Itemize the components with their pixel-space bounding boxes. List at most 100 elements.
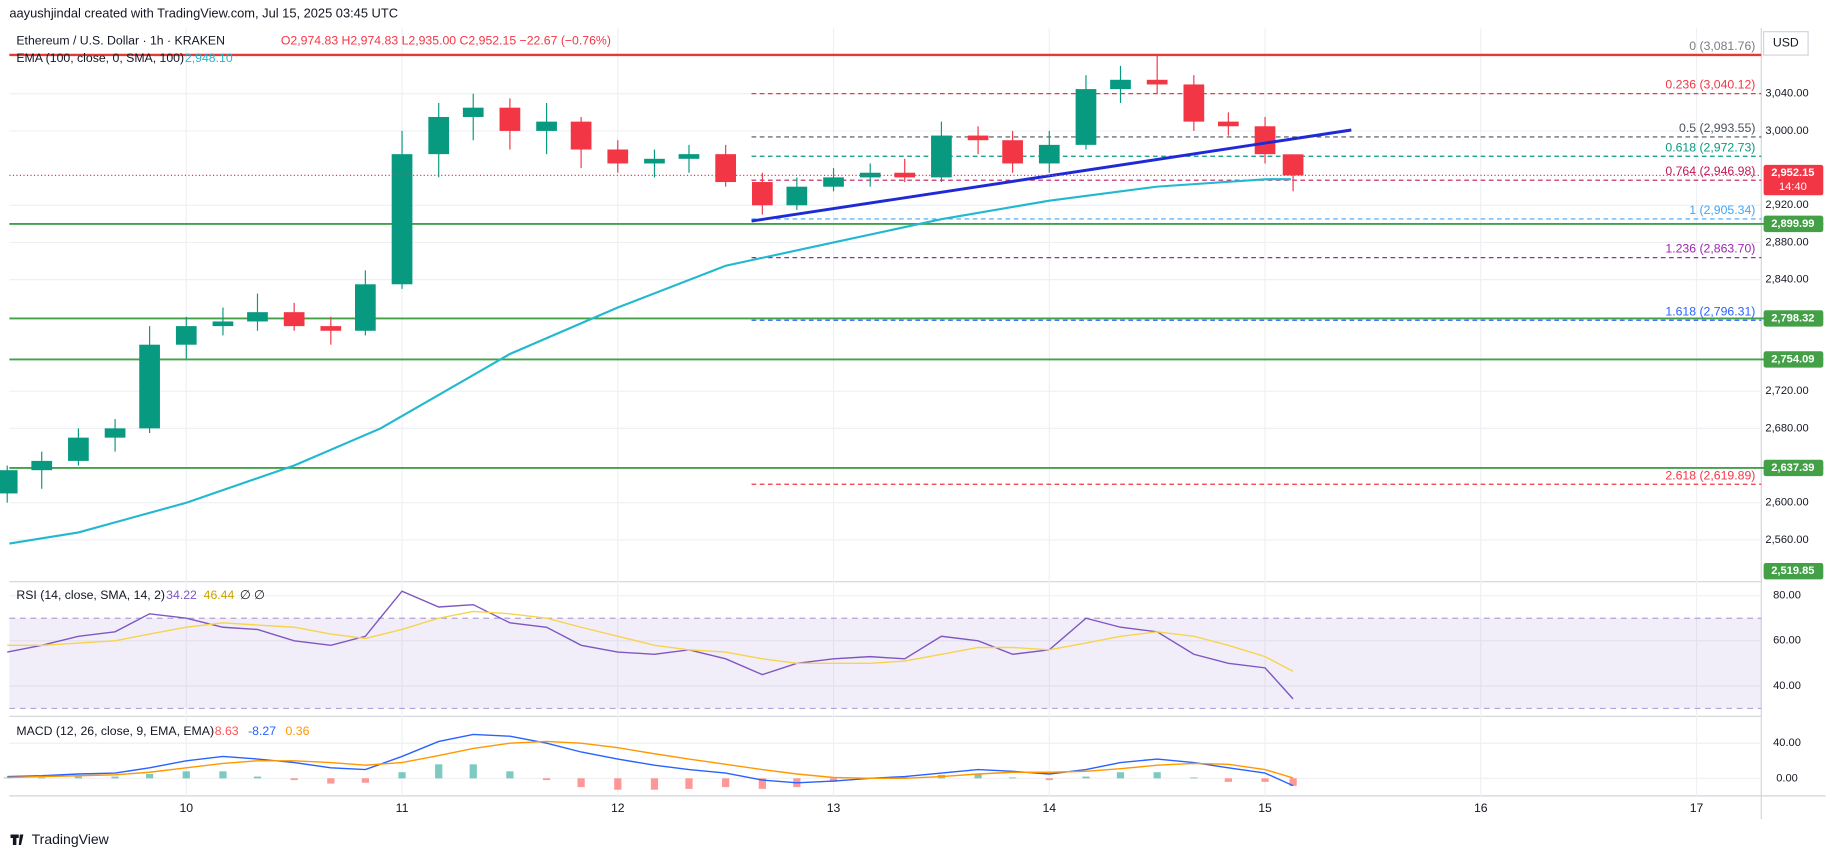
rsi-line: [7, 610, 1294, 672]
legend-text: ∅ ∅: [240, 588, 265, 602]
candle-body: [1146, 79, 1168, 85]
signal-line: [7, 740, 1294, 780]
macd-histogram: [577, 778, 585, 788]
candle-body: [1110, 79, 1131, 90]
y-tick-label: 2,920.00: [1765, 199, 1808, 211]
currency-box: [1763, 31, 1809, 56]
y-tick-label: 40.00: [1773, 680, 1801, 692]
fib-label: 2.618 (2,619.89): [1665, 468, 1755, 482]
fib-label: 0.764 (2,946.98): [1665, 164, 1755, 178]
macd-histogram: [758, 778, 766, 789]
y-tick-label: 2,680.00: [1765, 422, 1808, 434]
candle-body: [644, 158, 665, 164]
candle-body: [536, 121, 557, 131]
candle-body: [462, 107, 484, 117]
candle-body: [212, 321, 234, 327]
macd-histogram: [361, 778, 369, 783]
candle-body: [1075, 89, 1097, 145]
macd-histogram: [722, 778, 730, 788]
fib-label: 1 (2,905.34): [1689, 203, 1755, 217]
macd-histogram: [506, 771, 514, 779]
macd-histogram: [829, 778, 838, 782]
price-badge: [1763, 562, 1824, 580]
plot: 10 11 12 13 14 15 16 17 2,560.00 2,600.00 2,680.00…: [0, 28, 1824, 815]
countdown: 14:40: [1779, 181, 1807, 193]
macd-histogram: [1116, 772, 1125, 779]
macd-line: [7, 733, 1294, 787]
candle-body: [1038, 144, 1060, 164]
trendline: [751, 128, 1352, 223]
y-tick-label: 3,040.00: [1765, 88, 1808, 100]
x-tick-label: 15: [1258, 801, 1272, 815]
x-tick-label: 10: [179, 801, 193, 815]
y-tick-label: 2,880.00: [1765, 236, 1808, 248]
macd-histogram: [469, 764, 477, 779]
macd-histogram: [290, 778, 298, 781]
macd-histogram: [111, 776, 119, 779]
rsi-band: [9, 618, 1762, 709]
y-tick-label: 2,560.00: [1765, 534, 1808, 546]
x-tick-label: 17: [1690, 801, 1704, 815]
candle-body: [283, 312, 305, 327]
candle-body: [0, 470, 18, 494]
candle-body: [354, 284, 376, 331]
price-badge: [1763, 351, 1824, 368]
y-tick-label: 60.00: [1773, 635, 1801, 647]
candle-body: [678, 154, 700, 159]
macd-histogram: [145, 773, 154, 779]
candle-body: [428, 116, 450, 155]
candle-body: [823, 177, 844, 187]
macd-histogram: [253, 776, 262, 779]
fib-label: 1.618 (2,796.31): [1665, 304, 1755, 318]
y-tick-label: 2,840.00: [1765, 274, 1808, 286]
macd-histogram: [685, 778, 693, 789]
candle-body: [499, 107, 521, 131]
macd-histogram: [38, 777, 46, 779]
x-tick-label: 14: [1042, 801, 1056, 815]
price-badge: [1763, 215, 1824, 233]
price-badge-label: 2,519.85: [1771, 565, 1814, 577]
fib-label: 1.236 (2,863.70): [1665, 242, 1755, 256]
candle-body: [751, 182, 773, 206]
macd-histogram: [614, 778, 622, 790]
legend-text: 0.36: [286, 724, 310, 738]
legend-text: -8.63: [211, 724, 239, 738]
last-price-label: 2,952.15: [1771, 167, 1814, 179]
y-tick-label: 2,600.00: [1765, 497, 1808, 509]
legend-text: MACD (12, 26, close, 9, EMA, EMA): [16, 724, 214, 738]
y-tick-label: 40.00: [1773, 737, 1801, 749]
rsi-line: [7, 590, 1294, 700]
x-tick-label: 16: [1474, 801, 1488, 815]
price-badge: [1763, 310, 1824, 327]
macd-histogram: [182, 771, 190, 779]
macd-histogram: [1082, 776, 1090, 779]
candle-body: [391, 154, 413, 285]
macd-histogram: [435, 764, 443, 779]
candle-body: [320, 326, 342, 331]
fib-label: 0.618 (2,972.73): [1665, 140, 1755, 154]
candle-body: [786, 186, 808, 206]
candle-body: [570, 121, 592, 150]
macd-histogram: [542, 778, 551, 781]
macd-histogram: [219, 771, 227, 779]
fib-label: 0.236 (3,040.12): [1665, 78, 1755, 92]
y-tick-label: 0.00: [1776, 772, 1798, 784]
price-badge-label: 2,754.09: [1771, 353, 1814, 365]
candle-body: [1002, 140, 1023, 164]
legend-text: 34.22: [166, 588, 197, 602]
ema-line: [9, 178, 1291, 545]
price-badge-label: 2,899.99: [1771, 218, 1814, 230]
candle-body: [1254, 126, 1276, 155]
fib-label: 0 (3,081.76): [1689, 39, 1755, 53]
x-tick-label: 13: [827, 801, 841, 815]
macd-histogram: [1008, 777, 1017, 779]
legend-text: Ethereum / U.S. Dollar · 1h · KRAKEN: [16, 33, 225, 47]
legend-text: -8.27: [248, 724, 276, 738]
legend-text: 46.44: [204, 588, 235, 602]
macd-histogram: [1224, 778, 1232, 782]
candle-body: [1183, 84, 1205, 122]
macd-histogram: [1289, 778, 1297, 786]
footer: TradingView: [32, 831, 110, 847]
x-tick-label: 12: [611, 801, 625, 815]
